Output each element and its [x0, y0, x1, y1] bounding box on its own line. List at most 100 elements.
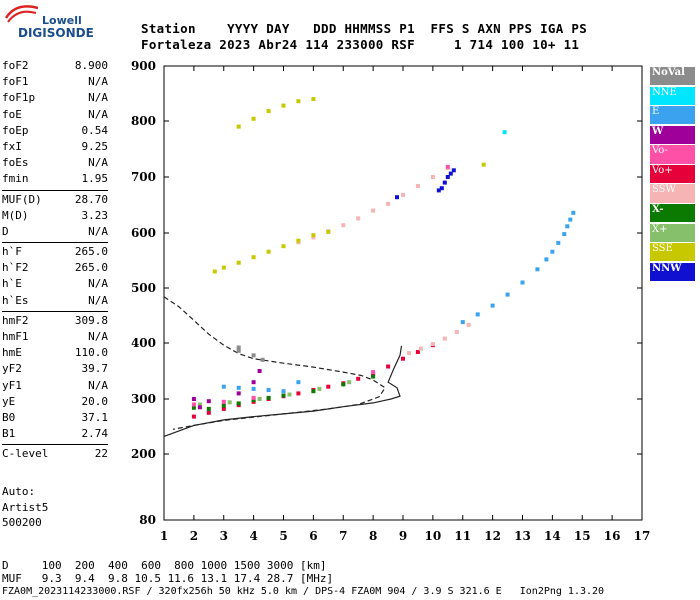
param-row: hmE 110.0 [2, 345, 108, 361]
polarization-legend: NoVal NNE E W Vo- Vo+ SSW X- X+ SSE NNW [650, 67, 695, 282]
echo-point-vo [296, 391, 301, 396]
echo-point-e [236, 385, 241, 390]
param-value: 20.0 [81, 394, 109, 408]
autoscaling-info: Auto: Artist5 500200 [2, 484, 48, 531]
echo-point-x [341, 382, 346, 387]
param-label: C-level [2, 447, 49, 461]
legend-item: Vo+ [650, 164, 695, 184]
echo-point-nnw [439, 186, 444, 191]
echo-point-sse [236, 124, 241, 129]
param-value: N/A [88, 293, 108, 307]
param-label: yF2 [2, 362, 22, 376]
echo-point-e [221, 384, 226, 389]
echo-point-ssw [311, 235, 316, 240]
echo-point-sse [296, 238, 301, 243]
echo-point-sse [266, 249, 271, 254]
param-row: foF2 8.900 [2, 58, 108, 74]
legend-item: NoVal [650, 67, 695, 86]
param-row: MUF(D) 28.70 [2, 192, 108, 208]
echo-point-ssw [371, 208, 376, 213]
echo-point-ssw [430, 175, 435, 179]
echo-point-sse [296, 99, 301, 104]
legend-item: SSW [650, 184, 695, 203]
echo-point-e [544, 257, 549, 262]
x-tick-label: 17 [634, 529, 651, 543]
echo-point-sse [251, 255, 256, 260]
param-label: hmF1 [2, 330, 29, 343]
echo-point-vo [326, 384, 331, 389]
y-tick-label: 400 [131, 336, 156, 350]
param-label: foEp [2, 123, 29, 137]
param-row: foE N/A [2, 107, 108, 123]
distance-row: D 100 200 400 600 800 1000 1500 3000 [km… [2, 559, 327, 572]
echo-point-sse [266, 109, 271, 114]
x-tick-label: 14 [544, 529, 561, 543]
file-info-row: FZA0M_2023114233000.RSF / 320fx256h 50 k… [2, 586, 605, 597]
param-row: fxI 9.25 [2, 139, 108, 155]
param-value: N/A [88, 91, 108, 105]
legend-item: E [650, 106, 695, 125]
echo-point-e [565, 224, 570, 229]
echo-point-vo [191, 414, 196, 419]
x-tick-label: 12 [484, 529, 501, 543]
param-label: hmE [2, 346, 22, 360]
y-tick-label: 600 [131, 226, 156, 240]
auto-label: Auto: [2, 485, 36, 498]
param-value: 37.1 [81, 410, 109, 424]
param-label: fxI [2, 139, 22, 153]
echo-point-x [347, 380, 352, 385]
y-tick-label: 300 [131, 392, 156, 406]
param-label: h`E [2, 277, 22, 291]
header-values: Fortaleza 2023 Abr24 114 233000 RSF 1 71… [141, 37, 580, 52]
echo-point-vo [371, 370, 376, 375]
param-divider [2, 242, 108, 244]
param-row: yF1 N/A [2, 378, 108, 394]
logo-arc-icon [4, 5, 39, 23]
echo-point-ssw [401, 192, 405, 197]
auto-version: 500200 [2, 516, 42, 529]
auto-program: Artist5 [2, 500, 49, 514]
echo-point-sse [251, 116, 256, 121]
echo-point-sse [221, 265, 226, 270]
param-value: N/A [88, 224, 108, 238]
param-row: fmin 1.95 [2, 171, 108, 187]
echo-point-ssw [418, 346, 423, 351]
legend-item: W [650, 125, 695, 144]
echo-point-sse [326, 229, 331, 234]
param-value: 2.74 [81, 427, 109, 441]
echo-point-x [266, 395, 271, 400]
param-label: h`Es [2, 293, 29, 307]
electron-density-profile-dashed [163, 296, 386, 430]
param-label: foF1 [2, 75, 29, 89]
echo-point-sse [481, 162, 486, 167]
logo-brand: Lowell [42, 14, 82, 27]
echo-point-vo [251, 395, 256, 400]
y-tick-label: 500 [131, 281, 156, 295]
param-label: foE [2, 107, 22, 121]
param-row: foEp 0.54 [2, 123, 108, 139]
param-value: N/A [88, 277, 108, 291]
param-row: B1 2.74 [2, 426, 108, 442]
echo-point-e [475, 312, 480, 317]
param-row: h`F 265.0 [2, 244, 108, 260]
x-tick-label: 10 [425, 529, 442, 543]
digisonde-logo: Lowell DIGISONDE [4, 4, 104, 44]
x-tick-label: 3 [220, 529, 228, 543]
echo-point-vo [401, 356, 405, 361]
param-row: h`F2 265.0 [2, 260, 108, 276]
y-tick-label: 900 [131, 59, 156, 73]
param-value: 8.900 [74, 59, 108, 72]
echo-point-x [236, 401, 241, 406]
param-divider [2, 310, 108, 312]
echo-point-x [251, 398, 256, 403]
param-label: D [2, 224, 9, 238]
echo-point-nnw [445, 175, 450, 179]
param-row: yF2 39.7 [2, 361, 108, 377]
echo-point-e [490, 303, 495, 308]
x-tick-label: 5 [279, 529, 287, 543]
echo-point-sse [311, 97, 316, 101]
x-tick-label: 15 [574, 529, 591, 543]
echo-point-w [206, 399, 211, 404]
param-row: B0 37.1 [2, 410, 108, 426]
param-value: N/A [88, 378, 108, 392]
